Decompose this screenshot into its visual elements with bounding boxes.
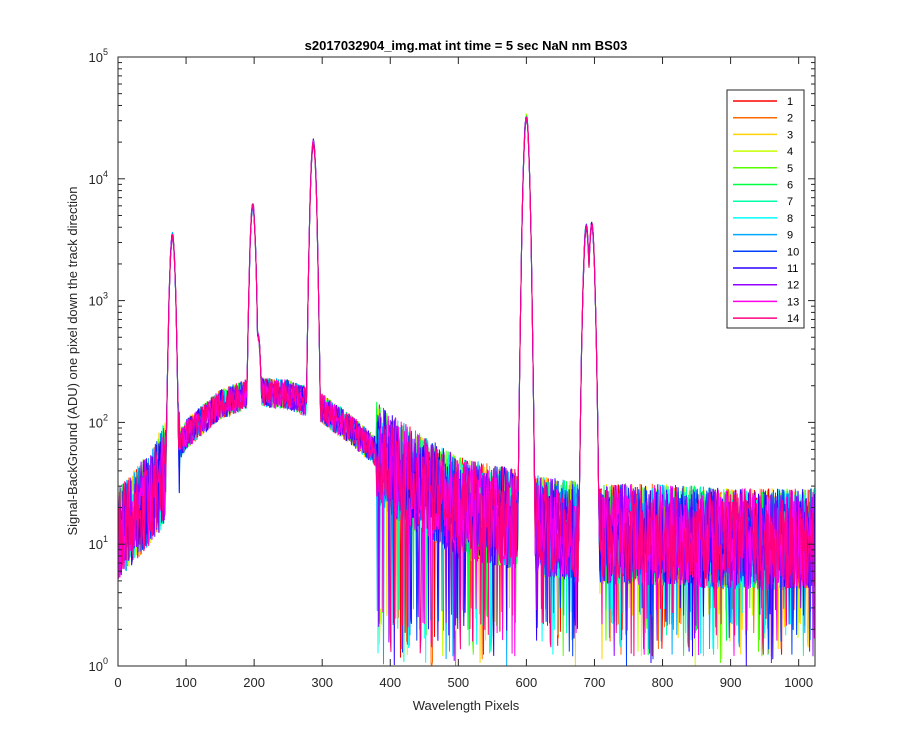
y-tick-label: 103 [89,291,108,309]
legend-entry: 10 [787,246,799,258]
legend-entry: 7 [787,196,793,208]
y-tick-exponent: 1 [103,534,108,544]
x-tick-label: 600 [516,675,538,690]
x-tick-label: 1000 [784,675,813,690]
x-tick-label: 100 [175,675,197,690]
legend-entry: 3 [787,129,793,141]
legend-entry: 13 [787,296,799,308]
y-axis-label: Signal-BackGround (ADU) one pixel down t… [65,186,80,535]
x-tick-label: 500 [447,675,469,690]
series-group [118,113,815,666]
y-tick-exponent: 5 [103,47,108,57]
legend-entry: 12 [787,280,799,292]
y-tick-base: 10 [89,294,103,309]
y-tick-label: 101 [89,534,108,552]
x-tick-label: 900 [720,675,742,690]
y-tick-base: 10 [89,172,103,187]
y-tick-base: 10 [89,415,103,430]
legend-entry: 6 [787,180,793,192]
y-tick-base: 10 [89,659,103,674]
y-tick-exponent: 0 [103,656,108,666]
y-tick-exponent: 2 [103,412,108,422]
plot-area: 0 100 200 300 400 500 600 700 800 900 100010010110… [89,47,816,690]
x-axis-label: Wavelength Pixels [413,698,520,713]
legend-entry: 1 [787,96,793,108]
axes-box [117,56,816,667]
y-tick-exponent: 3 [103,291,108,301]
legend-entry: 4 [787,146,793,158]
y-tick-label: 105 [89,47,108,65]
x-tick-label: 400 [379,675,401,690]
x-tick-label: 700 [584,675,606,690]
legend-entry: 11 [787,263,798,275]
x-tick-label: 200 [243,675,265,690]
ticks-group: 0 100 200 300 400 500 600 700 800 900 100010010110… [89,47,815,690]
y-tick-exponent: 4 [103,169,108,179]
series-line-14 [118,116,815,657]
y-tick-base: 10 [89,537,103,552]
x-tick-label: 0 [114,675,121,690]
x-tick-label: 800 [652,675,674,690]
y-tick-label: 102 [89,412,108,430]
legend-entry: 2 [787,113,793,125]
x-tick-label: 300 [311,675,333,690]
legend-entry: 9 [787,230,793,242]
y-tick-label: 100 [89,656,108,674]
legend-box [726,89,805,329]
legend-entry: 5 [787,163,793,175]
chart-title: s2017032904_img.mat int time = 5 sec NaN… [305,38,628,53]
y-tick-label: 104 [89,169,108,187]
y-tick-base: 10 [89,50,103,65]
legend-entry: 14 [787,313,799,325]
legend-entry: 8 [787,213,793,225]
